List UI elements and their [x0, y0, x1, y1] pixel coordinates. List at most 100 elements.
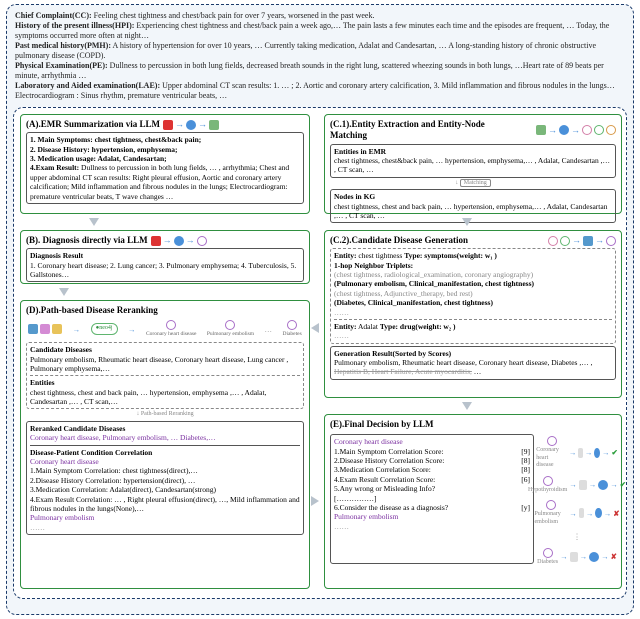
arrow-icon: → — [163, 235, 172, 246]
arrow-icon — [311, 323, 319, 333]
e-line: 2.Disease History Correlation Score: — [334, 456, 444, 465]
db-icon — [28, 324, 38, 334]
circle-icon — [548, 236, 558, 246]
e-result-col: Coronary heart disease →→→✔ Hypothyroidi… — [538, 432, 616, 566]
arrow-icon — [311, 496, 319, 506]
d-h: Disease-Patient Condition Correlation — [30, 448, 152, 457]
b-body: Diagnosis Result 1. Coronary heart disea… — [26, 248, 304, 282]
icon-row: → → — [163, 119, 219, 130]
path-reranking-label: Path-based Reranking — [141, 411, 194, 417]
d-output: Reranked Candidate Diseases Coronary hea… — [26, 421, 304, 535]
dots: …… — [334, 522, 530, 531]
c2-result: Generation Result(Sorted by Scores) Pulm… — [330, 346, 616, 380]
d-corr: 4.Exam Result Correlation: … , Right ple… — [30, 495, 300, 514]
a-line: 1. Main Symptoms: chest tightness, chest… — [30, 135, 201, 144]
robot-icon — [186, 120, 196, 130]
a-line: 4.Exam Result: — [30, 163, 79, 172]
cc-label: Chief Complaint(CC): — [15, 11, 92, 20]
icon-row: → → — [536, 125, 616, 136]
arrow-icon: → — [73, 325, 81, 334]
c1-t: chest tightness, chest&back pain, … hype… — [334, 156, 612, 175]
d-corr: 3.Medication Correlation: Adalat(direct)… — [30, 485, 300, 494]
arrow-icon: → — [572, 235, 581, 246]
c2-e: Entity: — [334, 322, 357, 331]
flow-frame: (A).EMR Summarization via LLM → → 1. Mai… — [13, 107, 627, 599]
c1-h: Entities in EMR — [334, 147, 386, 156]
d-corr: 2.Disease History Correlation: hypertens… — [30, 476, 300, 485]
c2-gh: Generation Result(Sorted by Scores) — [334, 349, 451, 358]
e-score: [8] — [521, 465, 530, 474]
a-line: 2. Disease History: hypertension, emphys… — [30, 145, 178, 154]
c2-e: Adalat — [357, 322, 380, 331]
c2-hop: 1-hop Neighbor Triplets: — [334, 261, 413, 270]
c1-nodes: Nodes in KG chest tightness, chest and b… — [330, 189, 616, 223]
doc-icon — [209, 120, 219, 130]
d-t: Pulmonary embolism, Rheumatic heart dise… — [30, 355, 300, 374]
doc-icon — [151, 236, 161, 246]
disease-node: Diabetes — [282, 320, 301, 338]
d-h: Entities — [30, 378, 55, 387]
arrow-icon — [462, 402, 472, 410]
c1-h: Nodes in KG — [334, 192, 375, 201]
a-body: 1. Main Symptoms: chest tightness, chest… — [26, 132, 304, 204]
d-h: Candidate Diseases — [30, 345, 92, 354]
c2-gt: Pulmonary embolism, Rheumatic heart dise… — [334, 358, 592, 367]
circle-icon — [197, 236, 207, 246]
db-icons — [28, 324, 62, 334]
b-text: 1. Coronary heart disease; 2. Lung cance… — [30, 261, 300, 280]
e-line: 5.Any wrong or Misleading Info? — [334, 484, 530, 493]
arrow-icon — [462, 218, 472, 226]
arrow-icon: → — [198, 119, 207, 130]
circle-icon — [594, 125, 604, 135]
d-pe: Pulmonary embolism — [30, 513, 300, 522]
robot-icon — [174, 236, 184, 246]
disease-node: Pulmonary embolism — [207, 320, 254, 338]
d-rt: Coronary heart disease, Pulmonary emboli… — [30, 433, 300, 442]
pmh-label: Past medical history(PMH): — [15, 41, 111, 50]
e-line: 3.Medication Correlation Score: — [334, 465, 431, 474]
robot-icon — [559, 125, 569, 135]
circle-icon — [606, 236, 616, 246]
arrow-icon: → — [128, 325, 136, 334]
d-dx: Coronary heart disease — [30, 457, 300, 466]
emr-header: Chief Complaint(CC): Feeling chest tight… — [13, 9, 627, 107]
d-t: chest tightness, chest and back pain, … … — [30, 388, 300, 407]
c1-ents: Entities in EMR chest tightness, chest&b… — [330, 144, 616, 178]
c2-e: Type: symptoms(weight: w₁ ) — [404, 251, 497, 260]
icon-row: → → — [151, 235, 207, 246]
hpi-label: History of the present illness(HPI): — [15, 21, 134, 30]
db-icon — [52, 324, 62, 334]
db-icon — [583, 236, 593, 246]
panel-e: (E).Final Decision by LLM Coronary heart… — [324, 414, 622, 589]
e-score: [y] — [521, 503, 530, 512]
c1-title: (C.1).Entity Extraction and Entity-Node … — [330, 119, 485, 142]
db-icon — [40, 324, 50, 334]
neo4j-badge: ●neo4j — [91, 323, 118, 335]
dots: …… — [334, 308, 612, 317]
c2-trip: (chest tightness, radiological_examinati… — [334, 270, 612, 279]
b-title: (B). Diagnosis directly via LLM — [26, 235, 148, 246]
arrow-icon: → — [548, 125, 557, 136]
pe-label: Physical Examination(PE): — [15, 61, 108, 70]
e-line: [……………] — [334, 494, 530, 503]
doc-icon — [536, 125, 546, 135]
e-score: [9] — [521, 447, 530, 456]
c2-triplets: Entity: chest tightness Type: symptoms(w… — [330, 248, 616, 343]
outer-frame: Chief Complaint(CC): Feeling chest tight… — [6, 4, 634, 615]
e-pe: Pulmonary embolism — [334, 512, 530, 521]
panel-b: (B). Diagnosis directly via LLM → → Diag… — [20, 230, 310, 284]
e-line: 6.Consider the disease as a diagnosis? — [334, 503, 448, 512]
circle-icon — [560, 236, 570, 246]
lae-label: Laboratory and Aided examination(LAE): — [15, 81, 160, 90]
doc-icon — [163, 120, 173, 130]
arrow-icon: → — [595, 235, 604, 246]
icon-row: → → — [548, 235, 616, 246]
c2-e: Type: drug(weight: w₂ ) — [380, 322, 456, 331]
dots: …… — [30, 523, 300, 532]
arrow-icon: → — [186, 235, 195, 246]
arrow-icon: → — [571, 125, 580, 136]
a-title: (A).EMR Summarization via LLM — [26, 119, 160, 130]
b-head: Diagnosis Result — [30, 251, 83, 260]
d-title: (D).Path-based Disease Reranking — [26, 305, 158, 316]
e-body: Coronary heart disease 1.Main Symptom Co… — [330, 434, 534, 564]
